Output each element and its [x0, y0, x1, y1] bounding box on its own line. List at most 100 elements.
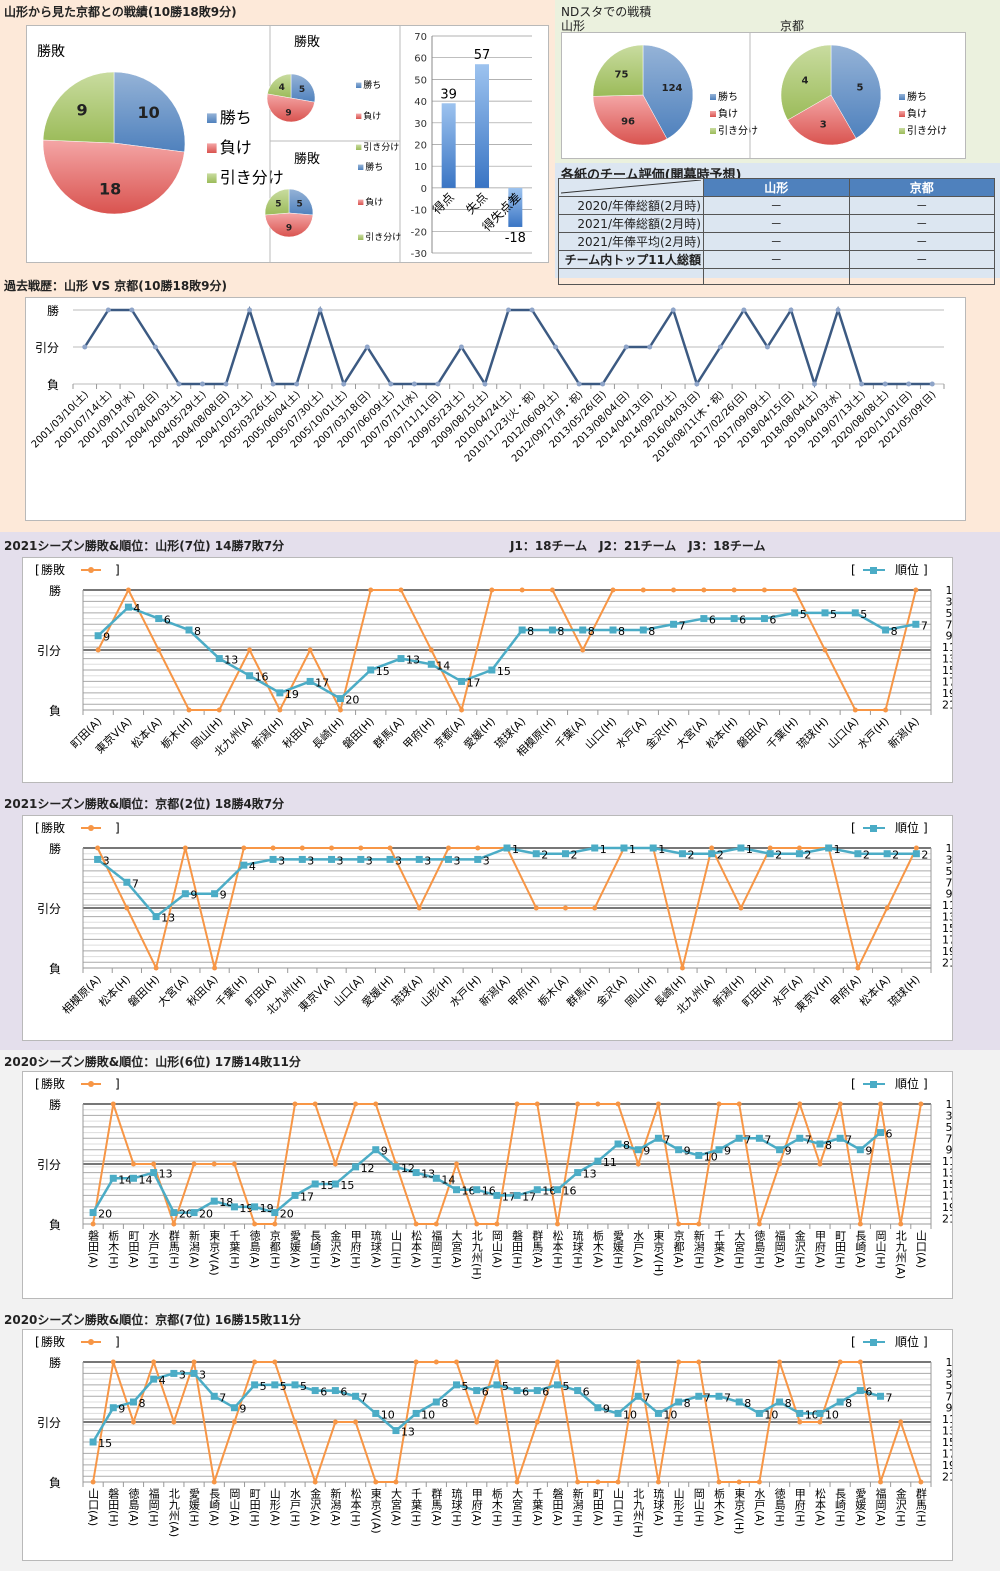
rank-data-label: 5: [300, 1380, 307, 1393]
rank-point: [821, 609, 829, 617]
pie-data-label: 4: [279, 83, 285, 93]
y-tick-label: 70: [414, 32, 427, 43]
rank-data-label: 1: [600, 843, 607, 856]
result-point: [731, 587, 737, 593]
result-point: [388, 381, 394, 387]
pie-data-label: 9: [285, 108, 291, 118]
result-point: [151, 1359, 157, 1365]
rank-data-label: 8: [648, 625, 655, 638]
x-tick-label: 栃木(A): [713, 1487, 726, 1526]
history-chart: 勝引分負2001/03/10(土)2001/07/14(土)2001/09/19…: [28, 303, 945, 465]
rank-point: [488, 666, 496, 674]
season-2020-kyoto-chart: 13579111315171921勝引分負[勝敗][順位]15984337955…: [35, 1334, 956, 1538]
rank-point: [609, 626, 617, 634]
rank-data-label: 9: [190, 889, 197, 902]
rank-point: [760, 615, 768, 623]
rank-tick-label: 1: [946, 1356, 953, 1369]
pie-slice-loss: [266, 93, 315, 123]
rank-tick-label: 1: [946, 1098, 953, 1111]
x-tick-label: 松本(H): [96, 972, 133, 1009]
result-point: [898, 1221, 904, 1227]
result-point: [736, 1101, 742, 1107]
rank-point: [412, 1169, 420, 1177]
legend-swatch-win: [356, 82, 362, 88]
rank-point: [912, 850, 920, 858]
rank-point: [109, 1174, 117, 1182]
legend-label: 引き分け: [365, 232, 401, 243]
rank-point: [776, 1146, 784, 1154]
legend-bracket: ]: [115, 821, 120, 835]
rank-data-label: 15: [320, 1179, 334, 1192]
x-tick-label: 大宮(A): [450, 1229, 463, 1268]
rank-data-label: 6: [482, 1386, 489, 1399]
x-tick-label: 磐田(H): [125, 972, 162, 1009]
x-tick-label: 松本(A): [813, 1487, 826, 1526]
legend-rank-marker: [870, 1081, 877, 1088]
rank-point: [634, 1392, 642, 1400]
rank-data-label: 18: [219, 1196, 233, 1209]
legend-bracket: [: [35, 1335, 40, 1349]
x-tick-label: 千葉(H): [763, 714, 800, 751]
result-point: [231, 1419, 237, 1425]
result-point: [272, 1221, 278, 1227]
rank-data-label: 2: [687, 849, 694, 862]
legend-bracket: ]: [115, 563, 120, 577]
rank-data-label: 3: [199, 1368, 206, 1381]
rank-data-label: 6: [865, 1386, 872, 1399]
result-point: [694, 381, 700, 387]
result-point: [600, 381, 606, 387]
rank-tick-label: 21: [942, 1470, 952, 1483]
rank-data-label: 5: [830, 608, 837, 621]
rank-point: [129, 1398, 137, 1406]
result-point: [635, 1359, 641, 1365]
result-point: [595, 1101, 601, 1107]
x-tick-label: 松本(A): [128, 714, 165, 751]
result-point: [454, 1161, 460, 1167]
legend-swatch-win: [207, 113, 217, 123]
pie-slice-win: [288, 188, 314, 216]
result-point: [647, 344, 653, 350]
result-point: [413, 1221, 419, 1227]
legend-label: 勝ち: [718, 90, 738, 103]
result-point: [247, 647, 253, 653]
result-point: [129, 307, 135, 313]
result-point: [655, 1479, 661, 1485]
evaluation-table: 山形 京都 2020/年俸総額(2月時) －－ 2021/年俸総額(2月時) －－ 20…: [558, 178, 995, 285]
rank-data-label: 8: [825, 1139, 832, 1152]
rank-data-label: 8: [194, 625, 201, 638]
x-tick-label: 松本(H): [703, 714, 740, 751]
x-tick-label: 山口(A): [87, 1488, 100, 1526]
x-tick-label: 大宮(A): [155, 972, 192, 1009]
x-tick-label: 愛媛(H): [359, 972, 396, 1009]
rank-data-label: 5: [260, 1380, 267, 1393]
rank-point: [730, 615, 738, 623]
legend-result-label: 勝敗: [41, 820, 65, 835]
result-point: [533, 905, 539, 911]
rank-point: [816, 1140, 824, 1148]
rank-point: [372, 1409, 380, 1417]
rank-data-label: 15: [98, 1437, 112, 1450]
rank-data-label: 9: [643, 1145, 650, 1158]
result-point: [797, 1419, 803, 1425]
x-tick-label: 栃木(H): [158, 714, 195, 751]
result-point: [151, 1161, 157, 1167]
pie-data-label: 124: [662, 83, 683, 94]
table-corner: [558, 178, 704, 197]
result-point: [191, 1359, 197, 1365]
rank-point: [561, 850, 569, 858]
rank-data-label: 5: [562, 1380, 569, 1393]
rank-data-label: 20: [179, 1208, 193, 1221]
rank-data-label: 13: [401, 1426, 415, 1439]
x-tick-label: 琉球(H): [885, 972, 922, 1009]
bar-data-label: 39: [440, 87, 457, 102]
x-tick-label: 山形(A): [268, 1488, 281, 1526]
rank-point: [150, 1375, 158, 1383]
result-point: [822, 647, 828, 653]
result-point: [562, 905, 568, 911]
rank-tick-label: 3: [946, 1367, 953, 1380]
rank-tick-label: 21: [942, 1212, 952, 1225]
rank-data-label: 5: [280, 1380, 287, 1393]
x-tick-label: 千葉(H): [410, 1488, 423, 1527]
table-header-yamagata: 山形: [703, 178, 850, 197]
x-tick-label: 千葉(A): [552, 714, 589, 751]
